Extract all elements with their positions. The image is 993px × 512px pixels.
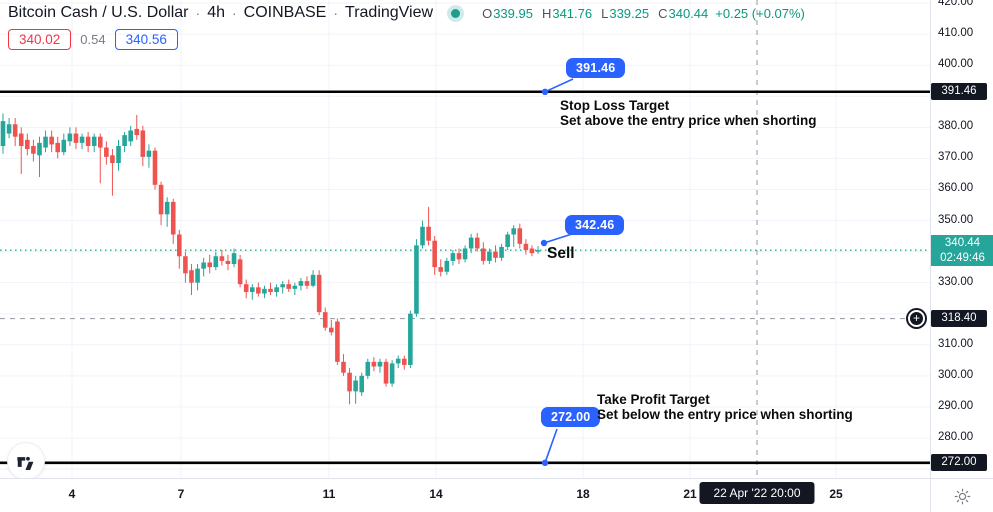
take-profit-axis-label: 272.00 bbox=[931, 453, 987, 471]
open-label: O bbox=[482, 5, 493, 21]
crosshair-price-label: 318.40 bbox=[931, 309, 987, 327]
take-profit-annotation-line1: Take Profit Target bbox=[597, 392, 710, 407]
low-value: 339.25 bbox=[609, 5, 650, 21]
high-value: 341.76 bbox=[552, 5, 593, 21]
price-axis[interactable]: 391.46 318.40 272.00 340.44 02:49:46 420… bbox=[930, 0, 993, 478]
take-profit-annotation-line2: Set below the entry price when shorting bbox=[597, 406, 853, 422]
time-axis[interactable]: 22 Apr '22 20:00 4 7 11 14 18 21 25 bbox=[0, 478, 930, 512]
theme-sun-icon[interactable] bbox=[954, 488, 971, 505]
price-tick-label: 380.00 bbox=[938, 120, 974, 133]
separator-dot: · bbox=[231, 5, 237, 21]
stop-loss-annotation-line1: Stop Loss Target bbox=[560, 98, 670, 113]
time-tick-label: 11 bbox=[322, 487, 336, 501]
price-tick-label: 280.00 bbox=[938, 430, 974, 443]
close-value: 340.44 bbox=[668, 5, 709, 21]
time-tick-label: 14 bbox=[429, 487, 443, 501]
low-label: L bbox=[601, 5, 609, 21]
chart-legend: Bitcoin Cash / U.S. Dollar · 4h · COINBA… bbox=[8, 4, 805, 50]
add-order-plus-icon[interactable]: + bbox=[908, 309, 925, 327]
price-tick-label: 400.00 bbox=[938, 58, 974, 71]
take-profit-price-callout[interactable]: 272.00 bbox=[541, 407, 601, 427]
price-tick-label: 410.00 bbox=[938, 27, 974, 40]
price-tick-label: 310.00 bbox=[938, 337, 974, 350]
time-tick-label: 4 bbox=[68, 487, 76, 501]
price-tick-label: 360.00 bbox=[938, 182, 974, 195]
stop-loss-price-callout[interactable]: 391.46 bbox=[566, 58, 626, 78]
open-value: 339.95 bbox=[493, 5, 533, 21]
ohlc-readout: O 339.95 H 341.76 L 339.25 C 340.44 +0.25 (+… bbox=[482, 6, 805, 21]
time-tick-label: 21 bbox=[683, 487, 697, 501]
price-tick-label: 420.00 bbox=[938, 0, 974, 9]
interval-value[interactable]: 4h bbox=[207, 4, 225, 21]
stop-loss-annotation-line2: Set above the entry price when shorting bbox=[560, 112, 817, 128]
close-label: C bbox=[658, 5, 668, 21]
separator-dot: · bbox=[333, 5, 339, 21]
sell-price-callout[interactable]: 342.46 bbox=[565, 215, 625, 235]
time-tick-label: 7 bbox=[177, 487, 185, 501]
symbol-title[interactable]: Bitcoin Cash / U.S. Dollar bbox=[8, 4, 189, 21]
chart-plot-area[interactable]: Bitcoin Cash / U.S. Dollar · 4h · COINBA… bbox=[0, 0, 930, 478]
candlestick-chart bbox=[0, 0, 930, 478]
separator-dot: · bbox=[195, 5, 201, 21]
tradingview-logo[interactable] bbox=[7, 442, 45, 478]
market-status-icon[interactable] bbox=[451, 8, 461, 18]
buy-quote-button[interactable]: 340.56 bbox=[114, 29, 178, 50]
crosshair-time-label: 22 Apr '22 20:00 bbox=[699, 482, 815, 504]
price-tick-label: 290.00 bbox=[938, 399, 974, 412]
price-tick-label: 350.00 bbox=[938, 213, 974, 226]
last-price-label: 340.44 02:49:46 bbox=[931, 235, 993, 267]
spread-value: 0.54 bbox=[80, 32, 106, 47]
bar-countdown: 02:49:46 bbox=[940, 251, 985, 264]
sell-quote-button[interactable]: 340.02 bbox=[8, 29, 72, 50]
platform-name[interactable]: TradingView bbox=[345, 4, 434, 21]
take-profit-annotation[interactable]: Take Profit Target Set below the entry p… bbox=[597, 392, 853, 422]
price-tick-label: 330.00 bbox=[938, 275, 974, 288]
stop-loss-axis-label: 391.46 bbox=[931, 82, 987, 100]
price-tick-label: 370.00 bbox=[938, 151, 974, 164]
change-value: +0.25 (+0.07%) bbox=[715, 5, 805, 21]
stop-loss-annotation[interactable]: Stop Loss Target Set above the entry pri… bbox=[560, 98, 817, 128]
high-label: H bbox=[541, 5, 552, 21]
time-tick-label: 18 bbox=[576, 487, 590, 501]
exchange-name[interactable]: COINBASE bbox=[243, 4, 327, 21]
axis-settings-corner[interactable] bbox=[930, 478, 993, 512]
time-tick-label: 25 bbox=[829, 487, 843, 501]
sell-annotation[interactable]: Sell bbox=[547, 245, 575, 262]
tradingview-logo-glyph bbox=[17, 456, 34, 471]
price-tick-label: 300.00 bbox=[938, 368, 974, 381]
last-price-value: 340.44 bbox=[944, 237, 981, 250]
